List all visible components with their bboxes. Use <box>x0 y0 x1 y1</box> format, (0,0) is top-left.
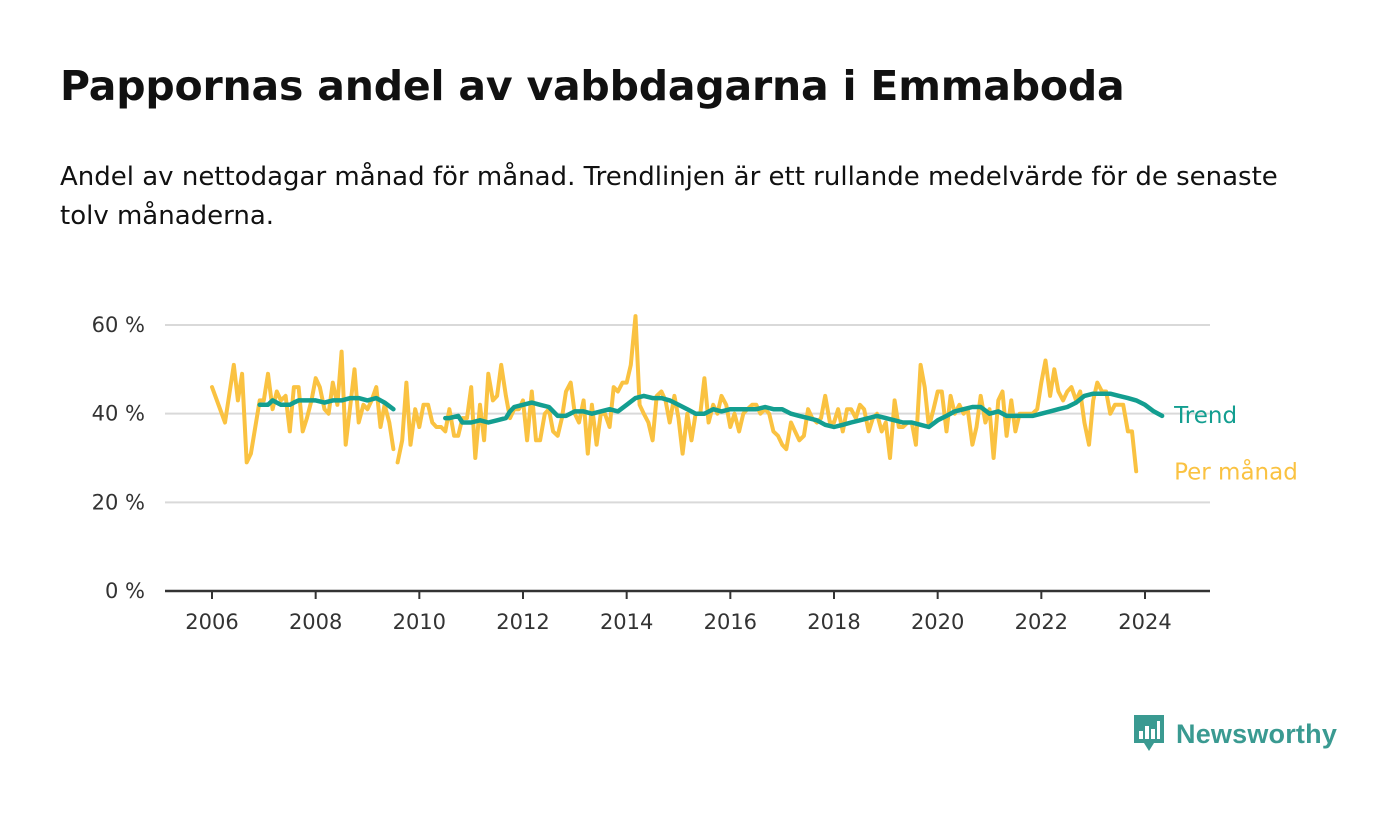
x-tick-label: 2018 <box>807 610 860 634</box>
brand-name: Newsworthy <box>1176 718 1338 749</box>
x-tick-label: 2006 <box>185 610 238 634</box>
series-label-trend: Trend <box>1173 403 1237 429</box>
y-tick-label: 60 % <box>92 313 145 337</box>
y-tick-label: 20 % <box>92 490 145 514</box>
series-lines <box>210 314 1165 474</box>
x-tick-label: 2012 <box>496 610 549 634</box>
series-line-per-manad <box>210 349 396 465</box>
series-labels: Per månad Trend <box>1173 403 1298 485</box>
chart-subtitle: Andel av nettodagar månad för månad. Tre… <box>60 162 1278 231</box>
x-tick-label: 2008 <box>289 610 342 634</box>
y-tick-label: 40 % <box>92 402 145 426</box>
x-tick-labels: 2006 2008 2010 2012 2014 2016 2018 2020 2022 2024 <box>185 610 1171 634</box>
x-tick-label: 2020 <box>911 610 964 634</box>
chart-title: Pappornas andel av vabbdagarna i Emmabod… <box>60 62 1125 110</box>
x-axis <box>165 589 1210 599</box>
x-tick-label: 2016 <box>704 610 757 634</box>
series-label-per-manad: Per månad <box>1174 457 1298 485</box>
series-line-per-manad <box>395 314 1139 474</box>
x-tick-label: 2024 <box>1118 610 1171 634</box>
x-tick-label: 2010 <box>393 610 446 634</box>
y-tick-labels: 0 % 20 % 40 % 60 % <box>92 313 145 603</box>
newsworthy-logo-icon <box>1134 715 1164 751</box>
x-tick-label: 2014 <box>600 610 653 634</box>
series-line-trend <box>257 395 396 412</box>
series-line-trend <box>443 391 1165 430</box>
x-tick-label: 2022 <box>1015 610 1068 634</box>
y-tick-label: 0 % <box>105 579 145 603</box>
brand-logo: Newsworthy <box>1132 712 1337 756</box>
